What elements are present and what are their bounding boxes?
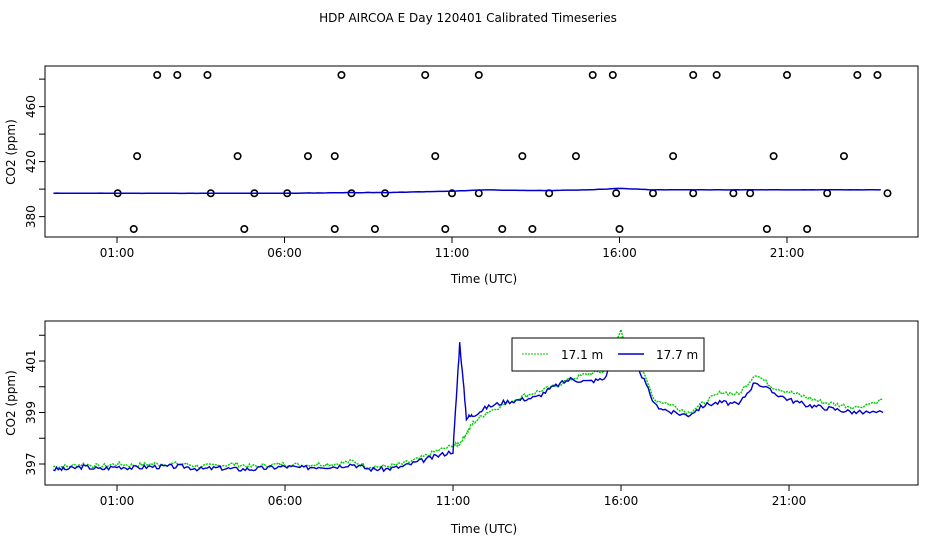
reference-point xyxy=(608,71,617,80)
reference-point xyxy=(233,152,242,161)
bottom-series xyxy=(52,327,884,473)
y-tick-label: 397 xyxy=(24,453,38,476)
reference-point xyxy=(441,225,450,234)
y-tick-label: 420 xyxy=(24,150,38,173)
reference-point xyxy=(839,152,848,161)
reference-point xyxy=(612,189,621,198)
x-tick-label: 01:00 xyxy=(100,246,135,260)
reference-point xyxy=(853,71,862,80)
top-panel: 01:00 06:00 11:00 16:00 21:00 380 420 460 Time… xyxy=(4,65,919,286)
bottom-y-axis-label: CO2 (ppm) xyxy=(4,370,18,436)
reference-point xyxy=(689,189,698,198)
chart-title: HDP AIRCOA E Day 120401 Calibrated Times… xyxy=(319,11,617,25)
x-tick-label: 11:00 xyxy=(435,246,470,260)
y-tick-label: 401 xyxy=(24,350,38,373)
top-series-line xyxy=(53,187,881,195)
reference-point xyxy=(729,189,738,198)
reference-point xyxy=(823,189,832,198)
reference-point xyxy=(669,152,678,161)
reference-point xyxy=(133,152,142,161)
reference-point xyxy=(330,225,339,234)
reference-point xyxy=(689,71,698,80)
reference-point xyxy=(528,225,537,234)
x-tick-label: 16:00 xyxy=(602,246,637,260)
x-tick-label: 06:00 xyxy=(268,494,303,508)
reference-point xyxy=(153,71,162,80)
x-tick-label: 21:00 xyxy=(772,494,807,508)
top-x-axis-label: Time (UTC) xyxy=(450,272,517,286)
reference-point xyxy=(474,71,483,80)
reference-point xyxy=(370,225,379,234)
x-tick-label: 21:00 xyxy=(770,246,805,260)
reference-point xyxy=(873,71,882,80)
series-line-17-1m xyxy=(53,327,884,470)
bottom-x-axis: 01:00 06:00 11:00 16:00 21:00 xyxy=(100,485,807,508)
top-x-axis: 01:00 06:00 11:00 16:00 21:00 xyxy=(100,237,805,260)
top-y-axis: 380 420 460 xyxy=(24,78,45,228)
y-tick-label: 460 xyxy=(24,95,38,118)
reference-point xyxy=(615,225,624,234)
legend-label-17-1m: 17.1 m xyxy=(561,348,603,362)
reference-point xyxy=(474,189,483,198)
reference-point xyxy=(712,71,721,80)
reference-point xyxy=(648,189,657,198)
y-tick-label: 399 xyxy=(24,401,38,424)
reference-point xyxy=(240,225,249,234)
reference-point xyxy=(303,152,312,161)
reference-point xyxy=(762,225,771,234)
x-tick-label: 06:00 xyxy=(267,246,302,260)
reference-point xyxy=(588,71,597,80)
reference-point xyxy=(203,71,212,80)
reference-point xyxy=(769,152,778,161)
legend: 17.1 m 17.7 m xyxy=(511,337,705,372)
reference-point xyxy=(782,71,791,80)
x-tick-label: 16:00 xyxy=(604,494,639,508)
legend-label-17-7m: 17.7 m xyxy=(656,348,698,362)
reference-point xyxy=(518,152,527,161)
reference-point xyxy=(431,152,440,161)
x-tick-label: 01:00 xyxy=(100,494,135,508)
reference-point xyxy=(330,152,339,161)
reference-point xyxy=(498,225,507,234)
reference-point xyxy=(421,71,430,80)
bottom-x-axis-label: Time (UTC) xyxy=(450,522,517,536)
reference-point xyxy=(571,152,580,161)
bottom-panel: 01:00 06:00 11:00 16:00 21:00 397 399 401 Time… xyxy=(4,320,919,536)
reference-point xyxy=(746,189,755,198)
series-line-17-7m xyxy=(52,336,884,473)
reference-point xyxy=(803,225,812,234)
reference-point xyxy=(173,71,182,80)
top-y-axis-label: CO2 (ppm) xyxy=(4,119,18,185)
bottom-y-axis: 397 399 401 xyxy=(24,334,45,476)
bottom-plot-frame xyxy=(44,320,919,486)
reference-point xyxy=(337,71,346,80)
x-tick-label: 11:00 xyxy=(436,494,471,508)
reference-point xyxy=(447,189,456,198)
top-series xyxy=(53,187,881,195)
top-reference-points xyxy=(113,71,892,234)
reference-point xyxy=(129,225,138,234)
reference-point xyxy=(883,189,892,198)
top-plot-frame xyxy=(44,65,919,238)
y-tick-label: 380 xyxy=(24,205,38,228)
